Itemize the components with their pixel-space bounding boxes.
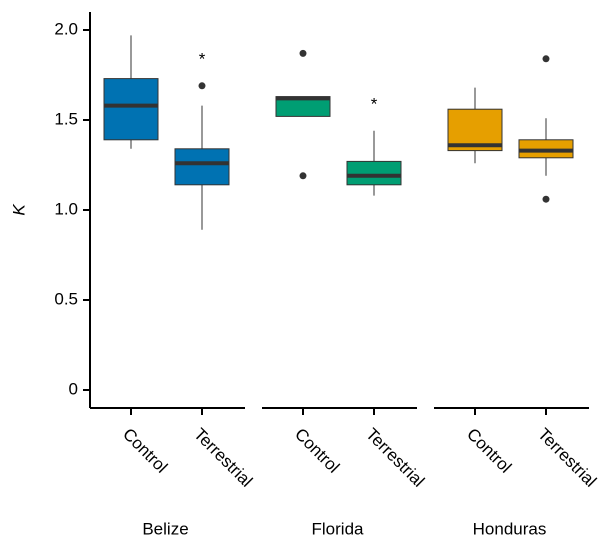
outlier [299, 49, 307, 57]
y-tick-label: 0.5 [54, 289, 78, 308]
y-tick-label: 2.0 [54, 19, 78, 38]
x-tick-label: Control [291, 425, 343, 477]
x-tick-label: Terrestrial [534, 425, 600, 491]
y-tick-label: 0 [69, 379, 78, 398]
x-tick-label: Terrestrial [190, 425, 256, 491]
significance: * [199, 49, 206, 68]
y-axis-label: K [9, 204, 28, 216]
significance: * [371, 94, 378, 113]
outlier [299, 172, 307, 180]
group-label: Florida [312, 519, 365, 538]
x-tick-label: Control [119, 425, 171, 477]
box [174, 148, 230, 186]
outlier [542, 195, 550, 203]
x-tick-label: Terrestrial [362, 425, 428, 491]
box [346, 160, 402, 186]
box [103, 78, 159, 141]
group-label: Honduras [473, 519, 547, 538]
outlier [542, 55, 550, 63]
x-tick-label: Control [463, 425, 515, 477]
outlier [198, 82, 206, 90]
y-tick-label: 1.5 [54, 109, 78, 128]
y-tick-label: 1.0 [54, 199, 78, 218]
group-label: Belize [142, 519, 188, 538]
